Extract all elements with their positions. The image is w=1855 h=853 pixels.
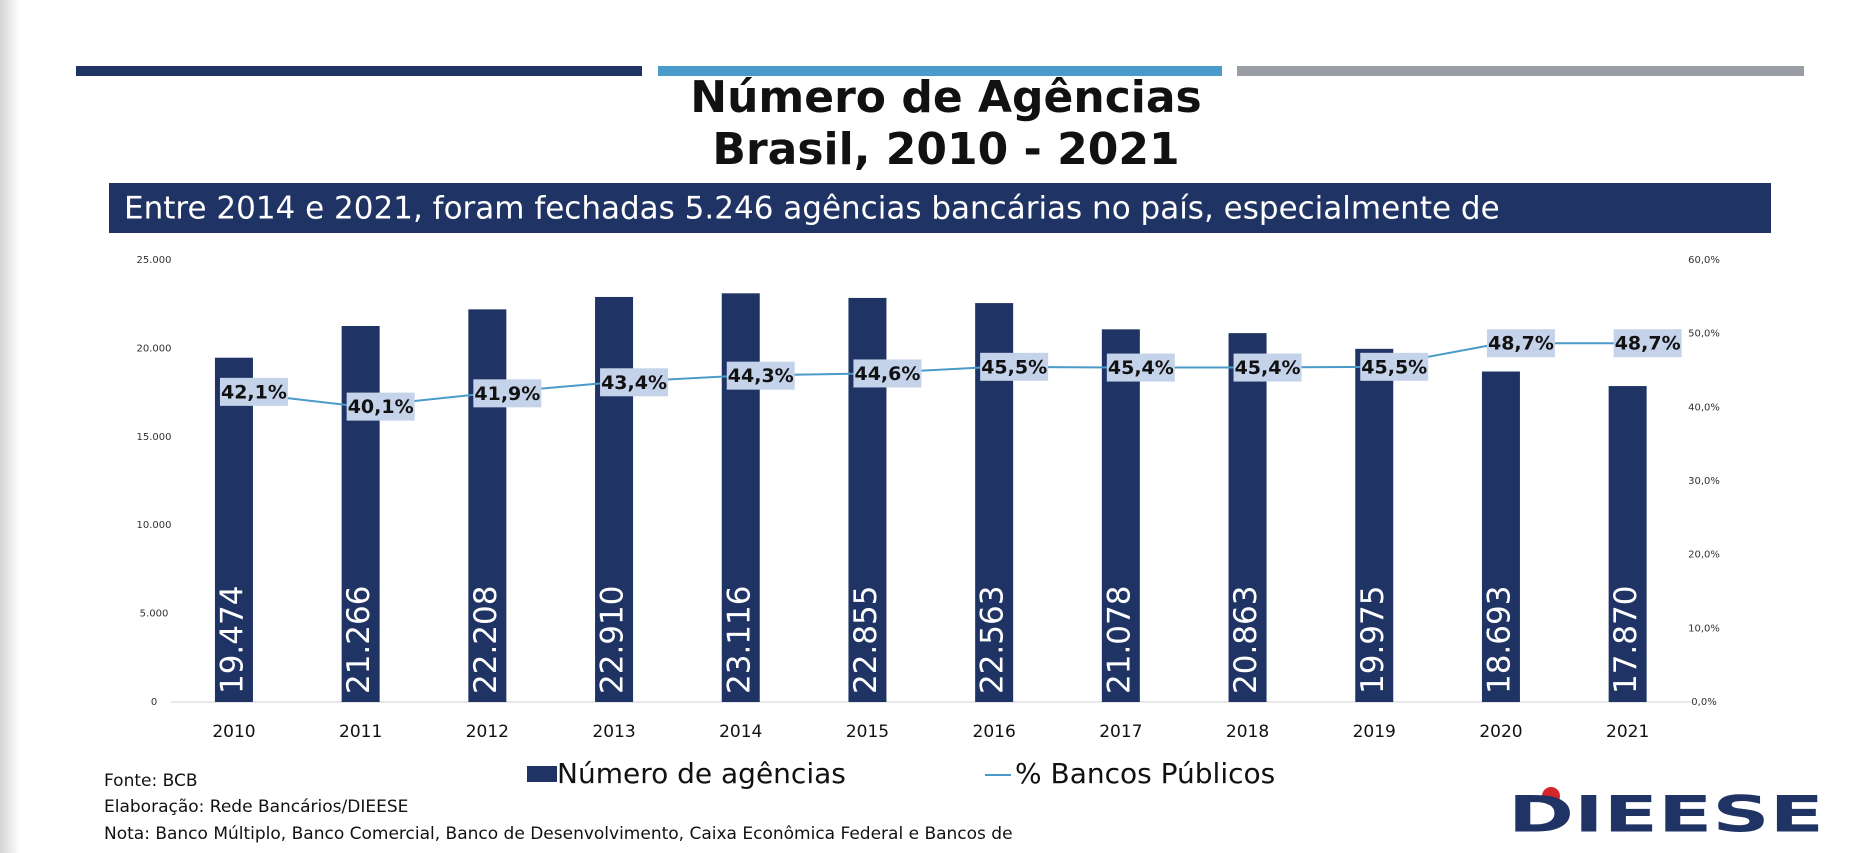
line-value-label: 48,7% xyxy=(1615,333,1681,355)
bar xyxy=(214,357,253,702)
x-tick-label: 2017 xyxy=(1099,722,1142,742)
y2-tick-label: 30,0% xyxy=(1688,476,1720,487)
bar-value-label: 20.863 xyxy=(1228,586,1264,694)
label-box xyxy=(726,361,795,390)
y-tick-label: 0 xyxy=(151,697,157,708)
annotation: Entre 2014 e 2021, foram fechadas 5.246 … xyxy=(124,191,1500,227)
x-tick-label: 2016 xyxy=(973,722,1016,742)
banner xyxy=(109,183,1771,233)
legend-label: % Bancos Públicos xyxy=(1015,757,1275,790)
line-value-label: 44,3% xyxy=(728,365,794,387)
x-tick-label: 2018 xyxy=(1226,722,1269,742)
y2-tick-label: 50,0% xyxy=(1688,329,1720,340)
bar-value-label: 23.116 xyxy=(721,586,757,694)
label-box xyxy=(346,392,415,421)
legend-label: Número de agências xyxy=(557,757,846,790)
edge-shade xyxy=(0,0,20,853)
label-box xyxy=(980,352,1049,381)
line-value-label: 44,6% xyxy=(854,363,920,385)
x-tick-label: 2013 xyxy=(592,722,635,742)
label-box xyxy=(600,368,669,397)
chart-subtitle: Brasil, 2010 - 2021 xyxy=(712,124,1179,175)
label-box xyxy=(853,359,922,388)
bar-value-label: 17.870 xyxy=(1608,586,1644,694)
bar-value-label: 18.693 xyxy=(1481,586,1517,694)
y-tick-label: 25.000 xyxy=(137,255,172,266)
bar-value-label: 21.266 xyxy=(341,586,377,694)
line-value-label: 45,4% xyxy=(1235,357,1301,379)
line-value-label: 45,4% xyxy=(1108,357,1174,379)
line-value-label: 45,5% xyxy=(981,356,1047,378)
line-value-label: 48,7% xyxy=(1488,333,1554,355)
logo-dot xyxy=(1542,787,1560,805)
bar-value-label: 22.910 xyxy=(595,586,631,694)
label-box xyxy=(219,377,288,406)
bar xyxy=(721,293,760,702)
y-tick-label: 15.000 xyxy=(137,432,172,443)
line-value-label: 40,1% xyxy=(348,396,414,418)
label-box xyxy=(1233,353,1302,382)
y2-tick-label: 20,0% xyxy=(1688,550,1720,561)
bar-value-label: 19.474 xyxy=(214,586,250,694)
line-value-label: 42,1% xyxy=(221,381,287,403)
y-tick-label: 5.000 xyxy=(140,609,169,620)
y-tick-label: 20.000 xyxy=(137,343,172,354)
bar xyxy=(595,296,634,702)
chart-title: Número de Agências xyxy=(690,72,1202,123)
x-tick-label: 2014 xyxy=(719,722,762,742)
line-value-label: 45,5% xyxy=(1361,356,1427,378)
x-tick-label: 2012 xyxy=(466,722,509,742)
bar xyxy=(1481,371,1520,702)
x-tick-label: 2010 xyxy=(212,722,255,742)
label-box xyxy=(1106,353,1175,382)
y2-tick-label: 40,0% xyxy=(1688,402,1720,413)
bar-value-label: 22.855 xyxy=(848,586,884,694)
y2-tick-label: 60,0% xyxy=(1688,255,1720,266)
label-box xyxy=(1486,329,1555,358)
bar xyxy=(341,326,380,702)
deco-bar xyxy=(76,66,642,76)
label-box xyxy=(1613,329,1682,358)
legend-swatch xyxy=(527,766,557,782)
x-tick-label: 2021 xyxy=(1606,722,1649,742)
label-box xyxy=(473,379,542,408)
line-value-label: 43,4% xyxy=(601,372,667,394)
footer-elaboration: Elaboração: Rede Bancários/DIEESE xyxy=(104,797,408,817)
label-box xyxy=(1360,352,1429,381)
x-tick-label: 2011 xyxy=(339,722,382,742)
bar-value-label: 22.563 xyxy=(975,586,1011,694)
bar xyxy=(1228,333,1267,702)
x-tick-label: 2019 xyxy=(1353,722,1396,742)
deco-bar xyxy=(658,66,1222,76)
y2-tick-label: 0,0% xyxy=(1691,697,1716,708)
deco-bar xyxy=(1237,66,1804,76)
y-tick-label: 10.000 xyxy=(137,520,172,531)
bar xyxy=(1101,329,1140,702)
bar-value-label: 19.975 xyxy=(1355,586,1391,694)
bar xyxy=(468,309,507,702)
footer-note: Nota: Banco Múltiplo, Banco Comercial, B… xyxy=(104,824,1013,844)
bar xyxy=(1355,348,1394,702)
bar-value-label: 21.078 xyxy=(1101,586,1137,694)
bar-value-label: 22.208 xyxy=(468,586,504,694)
x-tick-label: 2020 xyxy=(1479,722,1522,742)
line-value-label: 41,9% xyxy=(474,383,540,405)
y2-tick-label: 10,0% xyxy=(1688,623,1720,634)
x-tick-label: 2015 xyxy=(846,722,889,742)
bar xyxy=(1608,386,1647,702)
footer-source: Fonte: BCB xyxy=(104,771,198,791)
logo: DIEESE xyxy=(1508,786,1824,844)
